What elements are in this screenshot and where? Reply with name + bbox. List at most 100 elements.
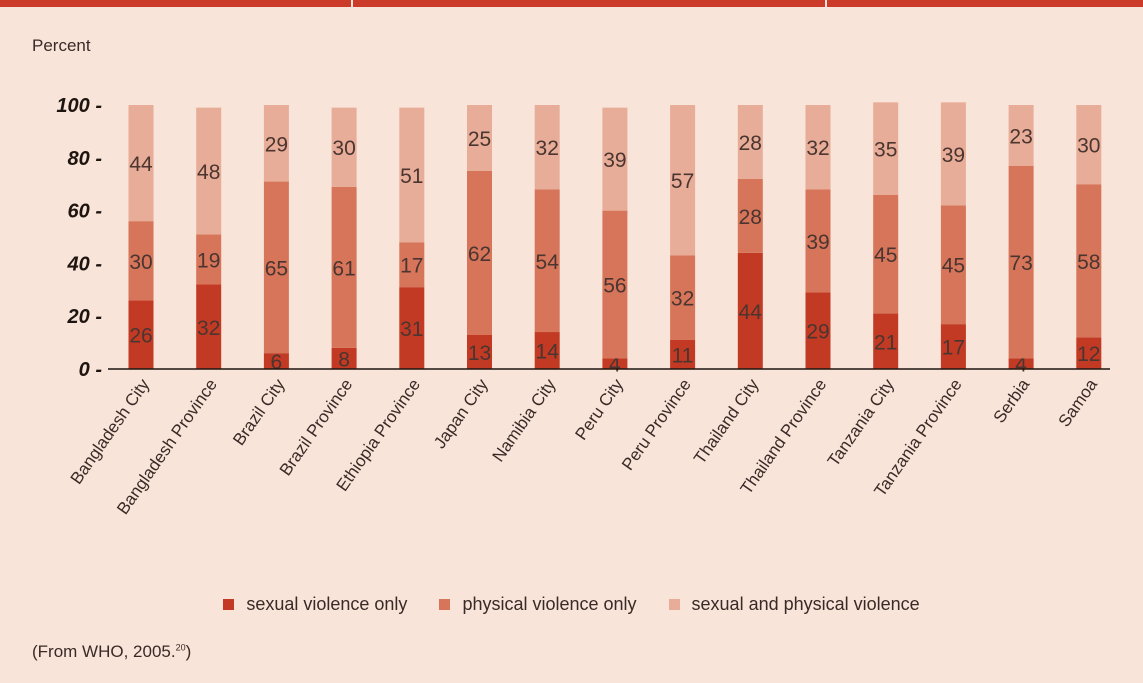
bar-segment <box>263 181 289 354</box>
bar-segment <box>737 105 763 179</box>
legend-item-both: sexual and physical violence <box>668 594 920 615</box>
x-category-label: Samoa <box>1055 375 1102 430</box>
data-label: 11 <box>672 344 694 367</box>
bar-segment <box>263 105 289 182</box>
data-label: 29 <box>265 133 288 156</box>
bar-segment <box>128 300 154 369</box>
data-label: 13 <box>468 342 491 365</box>
data-label: 58 <box>1077 251 1100 274</box>
bar-segment <box>670 105 696 256</box>
legend-swatch-physical <box>439 599 451 610</box>
legend-swatch-sexual <box>223 599 235 610</box>
data-label: 19 <box>197 249 220 272</box>
data-label: 32 <box>197 317 220 340</box>
data-label: 17 <box>400 255 423 278</box>
chart-legend: sexual violence only physical violence o… <box>0 594 1143 615</box>
bar-segment <box>331 186 357 348</box>
data-label: 45 <box>942 255 965 278</box>
data-label: 35 <box>874 139 897 162</box>
bar-segment <box>940 205 966 325</box>
bar-segment <box>399 107 425 243</box>
data-label: 62 <box>468 243 491 266</box>
bar-segment <box>1076 184 1102 338</box>
data-label: 32 <box>536 137 559 160</box>
x-category-label: Brazil Province <box>276 375 357 479</box>
data-label: 29 <box>806 321 829 344</box>
legend-swatch-both <box>668 599 680 610</box>
y-tick-label: 40 - <box>67 253 103 275</box>
data-label: 21 <box>874 331 897 354</box>
data-label: 51 <box>400 165 423 188</box>
source-note: (From WHO, 2005.20) <box>32 642 191 662</box>
bar-segment <box>602 107 628 211</box>
source-ref: 20 <box>175 642 186 653</box>
data-label: 56 <box>603 275 626 298</box>
data-label: 8 <box>338 348 350 371</box>
bar-segment <box>263 353 289 369</box>
stacked-bar-chart: 0 -20 -40 -60 -80 -100 -263044Bangladesh… <box>56 95 1110 518</box>
data-label: 32 <box>806 137 829 160</box>
top-accent-bar <box>0 0 1143 7</box>
data-label: 4 <box>1015 354 1027 377</box>
bar-segment <box>737 178 763 253</box>
y-tick-label: 0 - <box>79 359 103 381</box>
x-category-label: Peru Province <box>618 375 695 473</box>
data-label: 39 <box>942 144 965 167</box>
bar-segment <box>670 255 696 340</box>
x-category-label: Peru City <box>572 375 628 444</box>
data-label: 57 <box>671 170 694 193</box>
data-label: 30 <box>1077 135 1100 158</box>
data-label: 48 <box>197 161 220 184</box>
bar-segment <box>670 339 696 369</box>
data-label: 28 <box>739 132 762 155</box>
bar-segment <box>805 292 831 369</box>
bar-segment <box>602 358 628 369</box>
bar-segment <box>128 105 154 222</box>
data-label: 6 <box>271 351 283 374</box>
data-label: 39 <box>806 231 829 254</box>
bar-segment <box>940 102 966 206</box>
bar-segment <box>940 324 966 369</box>
legend-label-sexual: sexual violence only <box>246 594 408 614</box>
data-label: 61 <box>332 257 355 280</box>
data-label: 28 <box>739 206 762 229</box>
data-label: 26 <box>129 325 152 348</box>
bar-segment <box>331 347 357 369</box>
data-label: 23 <box>1009 125 1032 148</box>
x-category-label: Tanzania City <box>824 375 898 470</box>
x-category-label: Namibia City <box>489 375 560 465</box>
y-tick-label: 60 - <box>68 201 103 223</box>
bar-segment <box>805 189 831 293</box>
legend-item-physical: physical violence only <box>439 594 637 615</box>
data-label: 45 <box>874 244 897 267</box>
x-category-label: Brazil City <box>229 375 289 449</box>
legend-label-both: sexual and physical violence <box>691 594 920 614</box>
data-label: 65 <box>265 257 288 280</box>
data-label: 39 <box>603 149 626 172</box>
x-category-label: Serbia <box>990 375 1034 427</box>
bar-segment <box>873 313 899 369</box>
bar-segment <box>737 252 763 369</box>
data-label: 12 <box>1077 343 1100 366</box>
data-label: 25 <box>468 128 491 151</box>
data-label: 44 <box>739 301 763 324</box>
bar-segment <box>1008 358 1034 369</box>
data-label: 30 <box>129 251 152 274</box>
data-label: 73 <box>1009 252 1032 275</box>
x-category-label: Thailand City <box>690 375 763 468</box>
y-tick-label: 20 - <box>67 306 103 328</box>
bar-segment <box>399 287 425 369</box>
bar-segment <box>805 105 831 190</box>
source-close: ) <box>185 642 192 661</box>
bar-segment <box>331 107 357 187</box>
legend-item-sexual: sexual violence only <box>223 594 407 615</box>
bar-segment <box>467 171 492 335</box>
bar-segment <box>196 284 222 369</box>
data-label: 44 <box>129 153 153 176</box>
bar-segment <box>602 210 628 359</box>
data-label: 4 <box>609 354 621 377</box>
bar-segment <box>1008 165 1034 359</box>
legend-label-physical: physical violence only <box>462 594 637 614</box>
bar-segment <box>1008 105 1034 166</box>
bar-segment <box>467 105 492 171</box>
